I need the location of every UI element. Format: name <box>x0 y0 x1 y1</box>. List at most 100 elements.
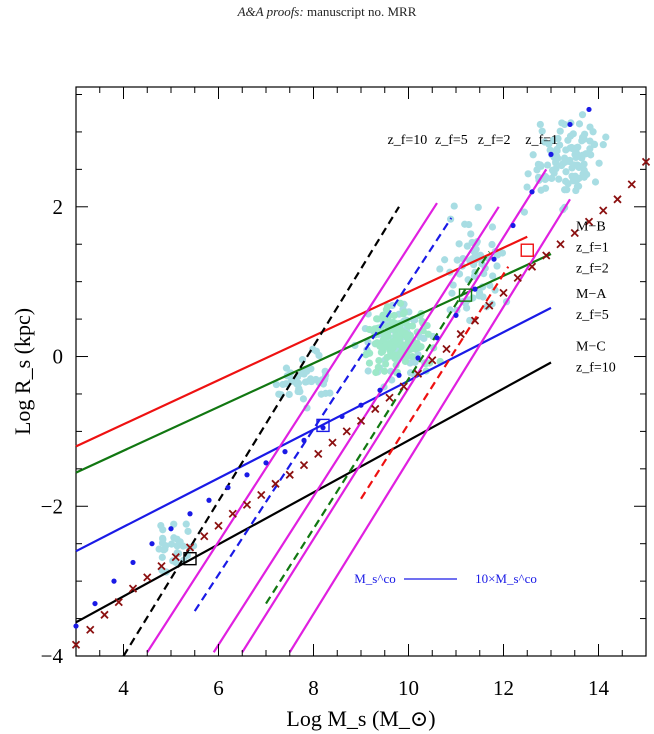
cloud-point <box>158 553 166 561</box>
solid-line <box>241 168 548 653</box>
blue-dot <box>377 387 383 393</box>
cloud-point <box>580 135 588 143</box>
cloud-point <box>595 159 603 167</box>
cross-stroke <box>128 584 138 593</box>
cloud-point <box>449 281 457 289</box>
cloud-point <box>362 351 370 359</box>
cross-stroke <box>499 288 508 298</box>
cross-marker <box>271 479 280 488</box>
blue-dot <box>225 484 231 491</box>
blue-dot <box>282 449 288 455</box>
cross-stroke <box>356 416 366 426</box>
x-tick-label: 8 <box>308 676 319 700</box>
cloud-point <box>580 166 588 174</box>
square-marker <box>458 288 473 302</box>
cross-stroke <box>485 301 494 310</box>
cloud-point <box>282 364 291 372</box>
y-tick-label: −4 <box>41 644 64 668</box>
cloud-point <box>304 377 313 385</box>
cross-stroke <box>242 500 252 509</box>
cloud-point <box>182 520 190 528</box>
cross-stroke <box>114 597 123 607</box>
blue-dot <box>453 312 459 318</box>
cloud-point <box>599 141 607 149</box>
cloud-point <box>587 151 595 159</box>
model-label: z_f=2 <box>576 261 609 276</box>
cloud-point <box>317 390 325 398</box>
cloud-point <box>564 180 572 188</box>
cross-stroke <box>228 509 237 518</box>
cross-marker <box>627 180 636 189</box>
cloud-point <box>312 347 320 355</box>
cross-stroke <box>399 382 408 391</box>
cross-marker <box>499 288 508 298</box>
x-tick-label: 12 <box>493 676 514 700</box>
cloud-point <box>159 526 167 534</box>
cloud-point <box>397 340 405 348</box>
blue-dot <box>510 222 516 229</box>
blue-dot <box>130 559 136 566</box>
cloud-point <box>291 378 299 386</box>
cloud-point <box>298 369 306 378</box>
cross-stroke <box>299 460 309 470</box>
model-lines <box>75 168 571 657</box>
blue-dot <box>586 106 592 113</box>
cross-stroke <box>456 329 465 339</box>
cross-marker <box>86 625 95 634</box>
cross-marker <box>285 470 294 479</box>
manuscript-label: manuscript no. MRR <box>306 4 417 19</box>
cross-stroke <box>428 356 437 365</box>
cross-stroke <box>328 438 337 447</box>
cloud-point <box>569 130 577 138</box>
cloud-point <box>470 272 479 280</box>
cross-stroke <box>513 273 522 283</box>
cloud-point <box>386 352 395 360</box>
model-label: z_f=5 <box>576 308 609 323</box>
data-clouds <box>155 111 610 576</box>
cloud-point <box>466 316 474 325</box>
cloud-point <box>170 520 178 528</box>
cloud-point <box>520 208 528 216</box>
cloud-point <box>463 242 471 250</box>
journal-label: A&A proofs: <box>237 4 304 19</box>
cloud-point <box>536 120 544 129</box>
model-label: z_f=1 <box>576 240 609 255</box>
cross-marker <box>114 597 123 607</box>
cloud-point <box>461 220 469 228</box>
formation-redshift-label: z_f=5 <box>435 133 468 148</box>
cross-marker <box>399 382 408 391</box>
cross-marker <box>584 217 594 226</box>
cloud-point <box>575 182 583 190</box>
blue-dot <box>472 286 478 292</box>
solid-line <box>212 206 500 653</box>
cross-stroke <box>100 610 109 619</box>
cross-stroke <box>570 228 579 238</box>
legend-left-label: M_s^co <box>354 571 396 586</box>
cross-stroke <box>171 553 180 562</box>
cross-marker <box>242 500 252 509</box>
cloud-point <box>391 337 399 345</box>
dashed-line <box>265 251 491 605</box>
cloud-point <box>173 535 181 543</box>
cross-marker <box>442 344 451 354</box>
cross-stroke <box>371 404 380 414</box>
cloud-point <box>448 289 456 297</box>
blue-dot <box>548 151 554 157</box>
cloud-point <box>498 249 507 257</box>
cross-marker <box>428 356 437 365</box>
cloud-point <box>541 184 550 192</box>
solid-line <box>75 252 552 474</box>
cloud-point <box>326 389 334 397</box>
cloud-point <box>382 360 390 368</box>
cross-marker <box>185 543 195 552</box>
y-tick-label: −2 <box>41 494 63 518</box>
cloud-point <box>372 368 380 377</box>
cross-stroke <box>157 562 166 571</box>
ticks <box>75 87 647 657</box>
cross-marker <box>485 301 494 310</box>
solid-line <box>75 235 528 448</box>
cross-stroke <box>285 470 294 479</box>
cross-stroke <box>641 157 651 167</box>
cloud-point <box>375 357 383 365</box>
